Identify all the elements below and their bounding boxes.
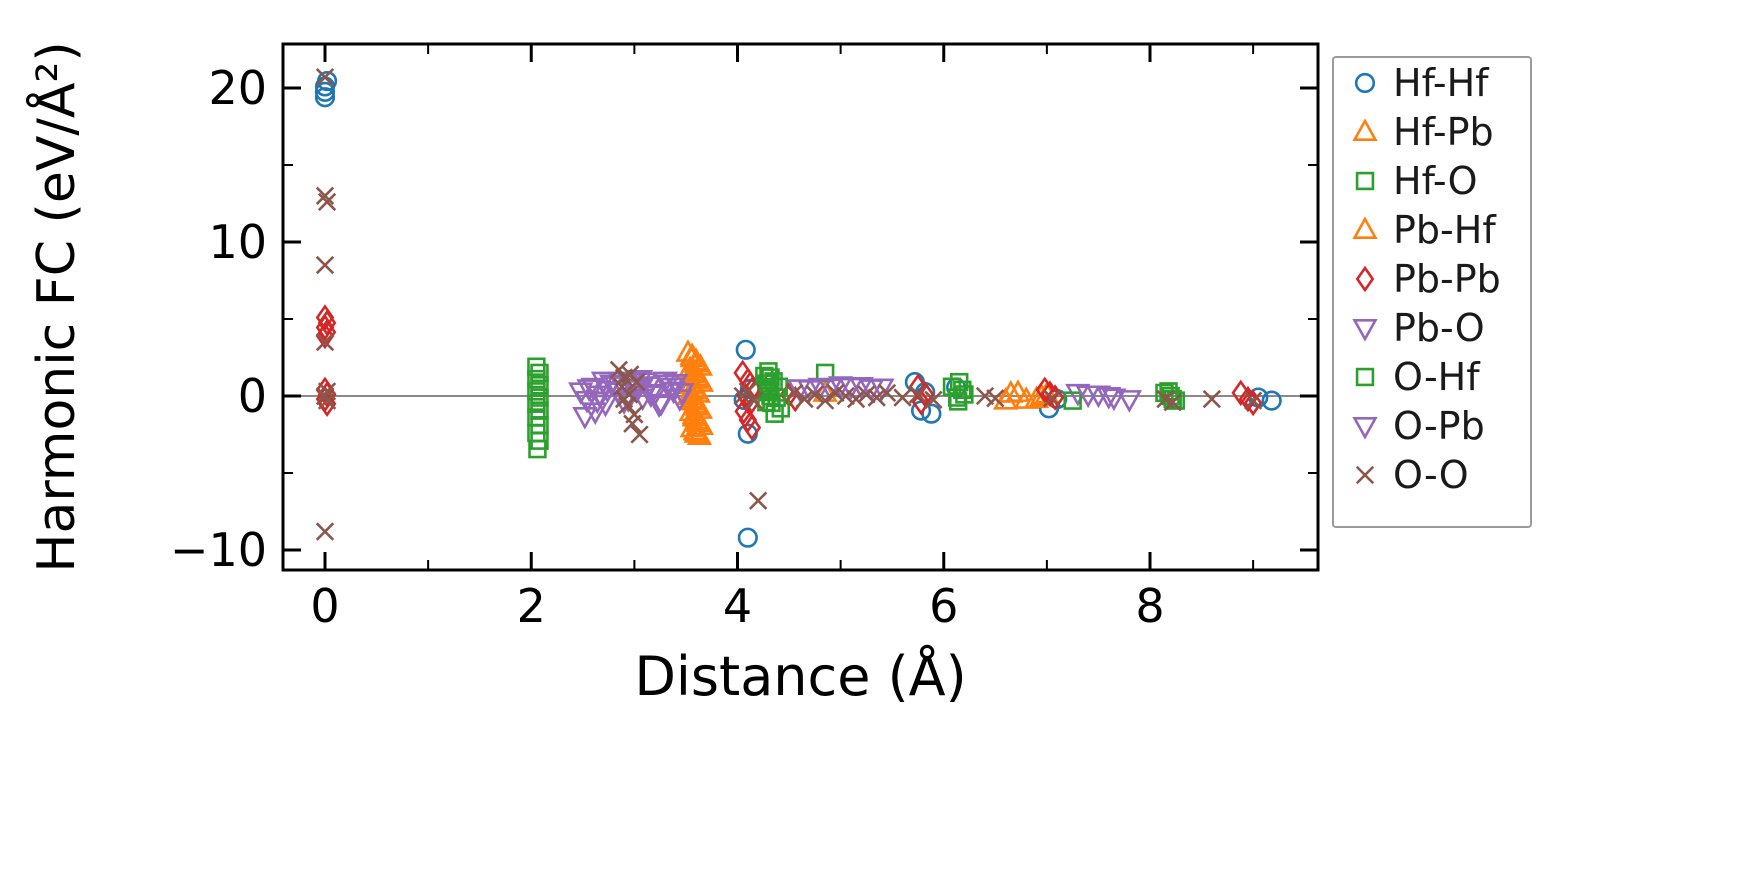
series-Hf-Hf xyxy=(314,70,1282,548)
series-O-Pb xyxy=(576,371,1122,419)
series-O-O xyxy=(315,68,1263,541)
y-tick-label: 0 xyxy=(238,369,267,423)
x-tick-label: 8 xyxy=(1135,579,1164,633)
legend-item: O-O xyxy=(1355,453,1469,497)
y-tick-label: 20 xyxy=(208,61,267,115)
legend-item: Hf-Hf xyxy=(1354,61,1490,105)
legend-label: O-Hf xyxy=(1393,355,1481,399)
legend-item: O-Hf xyxy=(1355,355,1481,399)
legend-label: Pb-Pb xyxy=(1393,257,1501,301)
x-axis-label: Distance (Å) xyxy=(634,645,967,708)
legend-label: Hf-Pb xyxy=(1393,110,1494,154)
y-tick-label: −10 xyxy=(170,523,267,577)
data-points xyxy=(314,68,1282,548)
legend-label: Pb-Hf xyxy=(1393,208,1497,252)
legend-item: O-Pb xyxy=(1352,404,1485,448)
x-tick-label: 4 xyxy=(723,579,752,633)
x-tick-label: 6 xyxy=(929,579,958,633)
legend-box xyxy=(1332,56,1532,528)
series-Pb-Pb xyxy=(315,304,1263,441)
legend-item: Hf-O xyxy=(1355,159,1478,203)
legend-item: Pb-Pb xyxy=(1355,257,1501,301)
series-O-Hf xyxy=(755,366,1186,423)
y-axis-label-text: Harmonic FC (eV/Å²) xyxy=(27,41,87,573)
legend-item: Hf-Pb xyxy=(1352,110,1494,154)
legend-item: Pb-Hf xyxy=(1352,208,1497,252)
legend-label: Pb-O xyxy=(1393,306,1485,350)
series-Pb-Hf xyxy=(679,342,1055,446)
y-tick-label: 10 xyxy=(208,215,267,269)
x-tick-label: 2 xyxy=(517,579,546,633)
legend-label: Hf-O xyxy=(1393,159,1478,203)
legend-label: Hf-Hf xyxy=(1393,61,1490,105)
x-tick-label: 0 xyxy=(310,579,339,633)
axis-ticks xyxy=(283,44,1318,570)
plot-frame xyxy=(281,42,1320,572)
legend-label: O-O xyxy=(1393,453,1469,497)
legend-label: O-Pb xyxy=(1393,404,1485,448)
legend-item: Pb-O xyxy=(1352,306,1485,350)
